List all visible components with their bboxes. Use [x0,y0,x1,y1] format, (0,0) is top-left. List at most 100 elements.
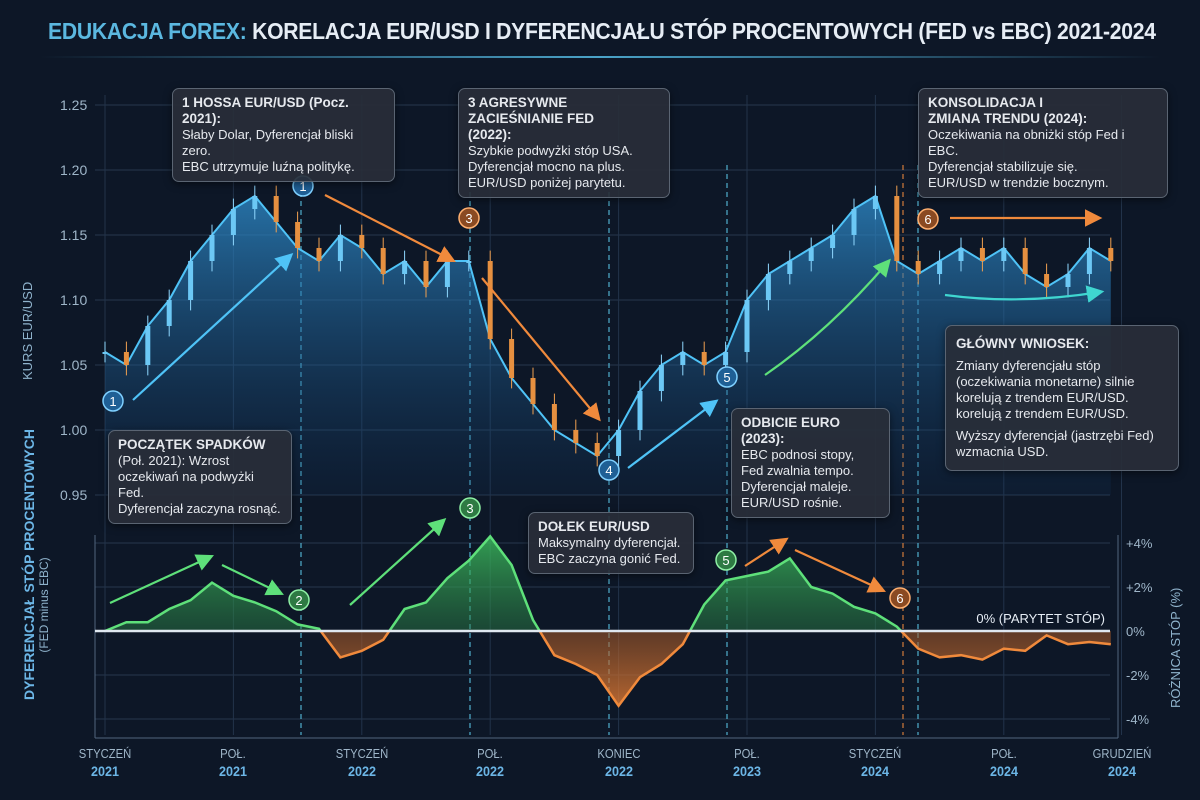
diff-line-positive [104,534,903,631]
candle-body [830,235,836,248]
marker-circle [917,208,939,230]
candle-body [787,261,793,274]
callout-title: KONSOLIDACJA I ZMIANA TRENDU (2024): [928,95,1088,126]
candle-body [123,352,129,365]
callout-hossa: 1 HOSSA EUR/USD (Pocz. 2021): Słaby Dolar… [172,88,395,182]
candle-body [851,209,857,235]
candle-body [1065,274,1071,287]
candle-body [102,352,108,354]
blue-trend-arrow [627,399,719,469]
orange-trend-arrow [794,549,886,593]
marker-circle [598,459,620,481]
event-marker-1: 1 [102,390,124,412]
callout-line: Słaby Dolar, Dyferencjał bliski zero. [182,127,354,158]
event-marker-6: 6 [917,208,939,230]
candle-body [979,248,985,261]
candle-body [273,196,279,222]
candle-body [915,261,921,274]
candle-body [166,300,172,326]
orange-trend-arrow [324,194,456,263]
callout-line: Dyferencjał zaczyna rosnąć. [118,501,281,516]
y-axis-label-eurusd: KURS EUR/USD [20,281,35,380]
callout-line: Szybkie podwyżki stóp USA. [468,143,633,158]
green-trend-arrow [349,518,447,606]
blue-trend-arrow [132,253,294,401]
marker-circle [288,589,310,611]
event-marker-3: 3 [458,207,480,229]
event-marker-5: 5 [716,366,738,388]
callout-line: EUR/USD poniżej parytetu. [468,175,626,190]
callout-line: EBC utrzymuje luźną politykę. [182,159,355,174]
candle-body [551,404,557,430]
candle-body [444,261,450,287]
y-tick-label-right: -2% [1126,668,1150,683]
event-marker-5: 5 [715,549,737,571]
candle-body [637,391,643,430]
callout-line: (Poł. 2021): Wzrost [118,453,230,468]
y-ticks: 1.25 1.20 1.15 1.10 1.05 1.00 0.95 +4% +2% 0% -2% -… [60,97,1153,727]
candle-body [744,300,750,352]
orange-trend-arrow [744,537,789,567]
candle-body [402,261,408,274]
marker-number: 6 [924,212,931,227]
callout-title: DOŁEK EUR/USD [538,519,650,534]
callout-line: Maksymalny dyferencjał. [538,535,681,550]
candle-body [188,261,194,300]
title-divider [40,56,1160,58]
candle-body [1108,248,1114,261]
orange-trend-arrow [481,277,601,422]
x-tick-month: STYCZEŃ [78,747,132,761]
diff-positive-area [105,536,1111,631]
candle-body [359,235,365,248]
y-tick-label: 0.95 [60,487,87,503]
x-tick-label: STYCZEŃ 2021 [69,746,141,780]
candle-body [337,235,343,261]
candle-body [466,261,472,263]
candle-body [1022,248,1028,274]
callout-line: Zmiany dyferencjału stóp [956,358,1101,373]
x-tick-year: 2023 [732,763,762,779]
y-tick-label: 1.20 [60,162,87,178]
zero-line-label: 0% (PARYTET STÓP) [976,611,1105,626]
callout-line: Wyższy dyferencjał (jastrzębi Fed) [956,428,1154,443]
candle-body [680,352,686,365]
candle-body [252,196,258,209]
eurusd-line [104,194,1112,458]
marker-number: 6 [896,591,903,606]
diff-line-negative [105,631,1111,708]
candle-body [209,235,215,261]
x-tick-label: STYCZEŃ 2024 [839,746,911,780]
marker-number: 3 [466,501,473,516]
candle-body [958,248,964,261]
x-tick-year: 2024 [989,763,1018,779]
candle-body [894,196,900,261]
x-tick-month: STYCZEŃ [335,747,389,761]
callout-title: GŁÓWNY WNIOSEK: [956,336,1090,351]
x-tick-month: POŁ. [477,747,504,761]
candle-body [145,326,151,365]
marker-circle [715,549,737,571]
callout-zaciesnianie: 3 AGRESYWNE ZACIEŚNIANIE FED (2022): Szyb… [458,88,670,198]
candle-body [423,261,429,287]
teal-trend-arrow [944,285,1105,303]
candle-body [487,261,493,339]
event-marker-4: 4 [598,459,620,481]
callout-line: Fed zwalnia tempo. [741,463,854,478]
event-marker-6: 6 [889,587,911,609]
candle-body [937,261,943,274]
x-tick-month: KONIEC [597,747,641,761]
x-tick-month: POŁ. [734,747,760,761]
green-trend-arrow [764,258,891,376]
y-axis-label-diff-main: DYFERENCJAŁ STÓP PROCENTOWYCH [21,429,37,700]
callout-line: korelują z trendem EUR/USD. [956,406,1129,421]
y-axis-label-right: RÓŻNICA STÓP (%) [1168,587,1183,708]
x-tick-label: POŁ. 2024 [968,746,1040,780]
callout-dolek: DOŁEK EUR/USD Maksymalny dyferencjał. EBC … [528,512,694,574]
x-tick-year: 2021 [219,763,248,779]
x-tick-month: POŁ. [220,747,247,761]
callout-line: oczekiwań na podwyżki Fed. [118,469,254,500]
candle-body [765,274,771,300]
y-tick-label: 1.10 [60,292,87,308]
callout-line: EBC podnosi stopy, [741,447,855,462]
candle-body [701,352,707,365]
